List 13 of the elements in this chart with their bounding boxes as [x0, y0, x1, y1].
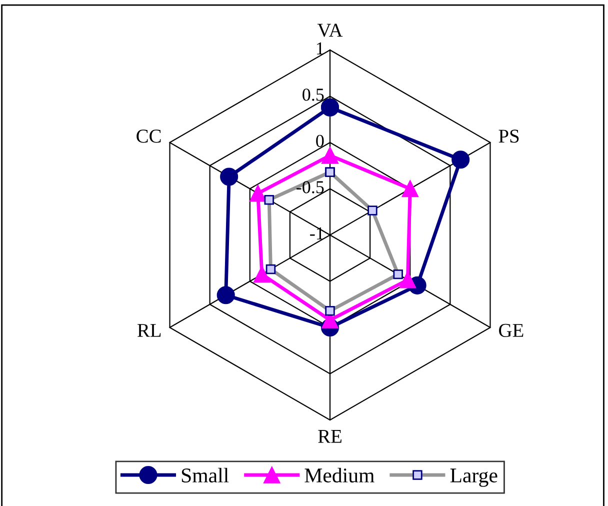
spoke-label: PS: [498, 130, 519, 143]
y-tick-label: 0.5: [302, 88, 324, 101]
y-tick-label: 1: [317, 42, 324, 54]
y-tick-label: -0.5: [296, 181, 324, 194]
legend-label: Small: [182, 468, 229, 483]
legend-label: Large: [450, 468, 498, 487]
spoke-label: RE: [318, 430, 342, 443]
spoke-label: VA: [317, 24, 343, 37]
legend-label: Medium: [304, 468, 374, 483]
spoke-label: GE: [499, 324, 524, 337]
spoke-label: RL: [137, 324, 161, 337]
y-tick-label: 0: [316, 134, 324, 148]
spoke-label: CC: [136, 130, 161, 143]
